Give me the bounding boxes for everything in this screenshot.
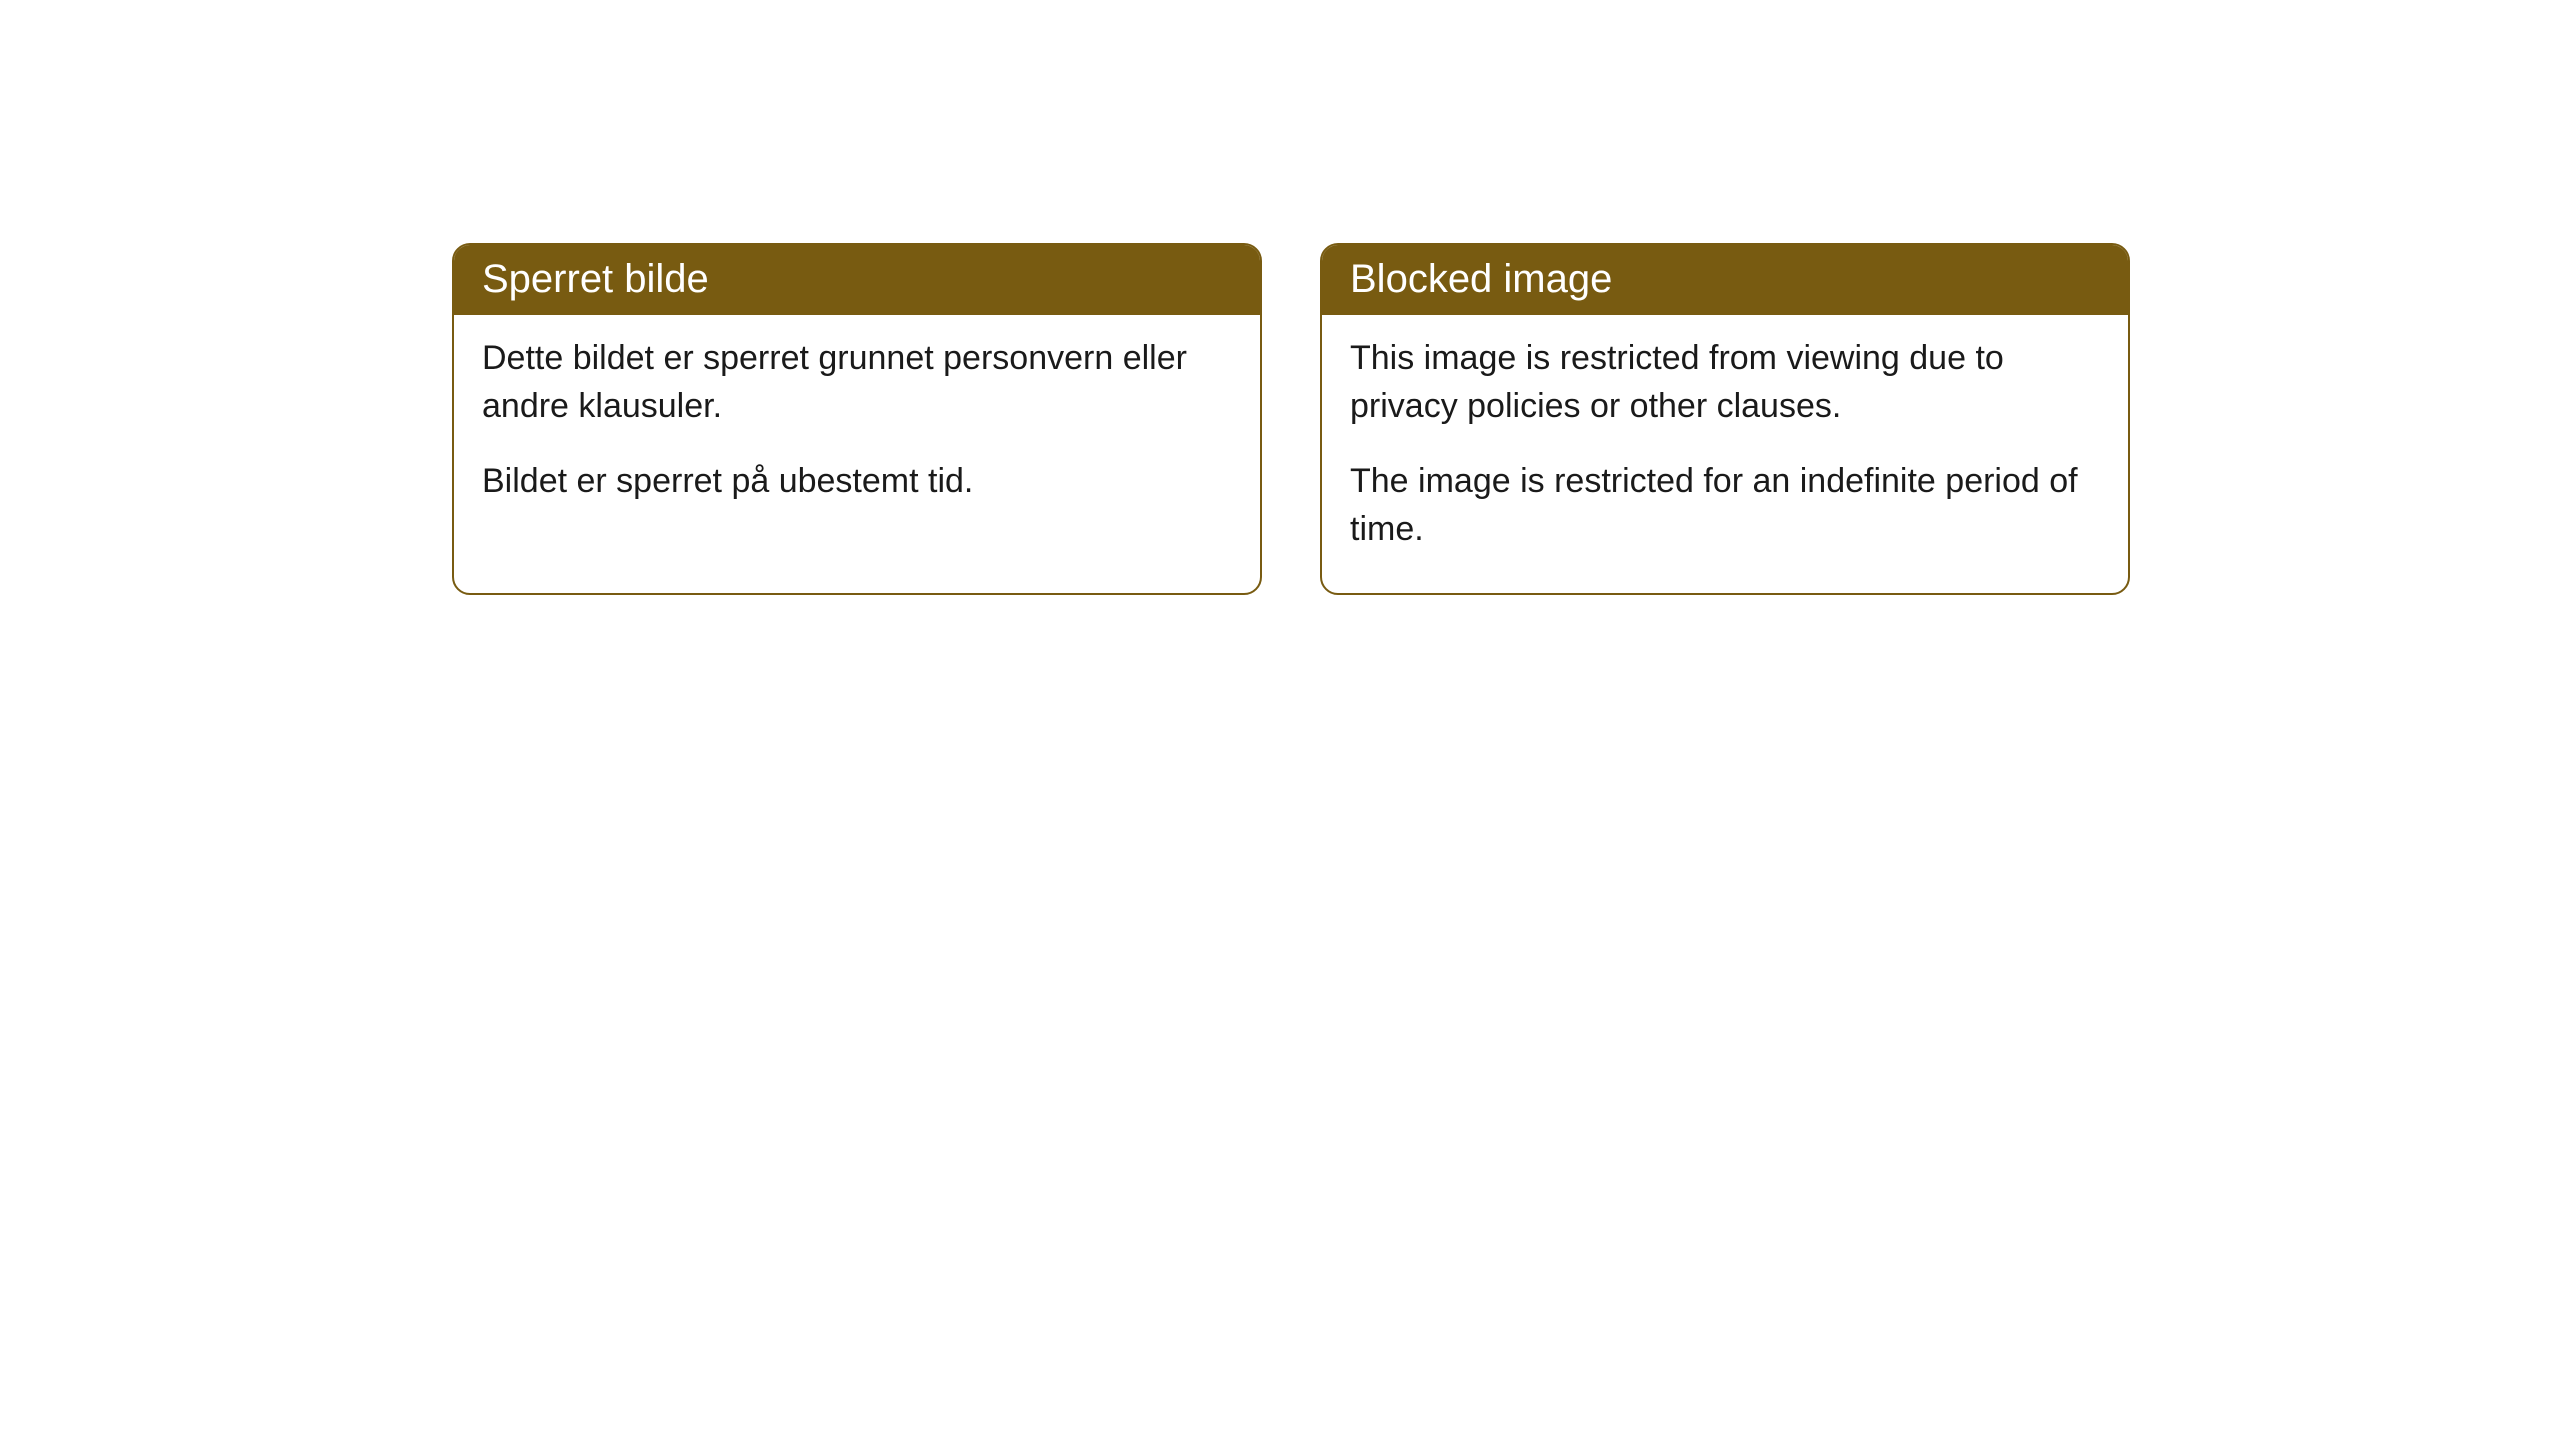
card-paragraph: Dette bildet er sperret grunnet personve… bbox=[482, 335, 1232, 430]
notice-cards-container: Sperret bilde Dette bildet er sperret gr… bbox=[452, 243, 2130, 595]
card-title: Blocked image bbox=[1350, 257, 1612, 301]
card-header: Sperret bilde bbox=[454, 245, 1260, 315]
card-paragraph: Bildet er sperret på ubestemt tid. bbox=[482, 458, 1232, 506]
card-paragraph: This image is restricted from viewing du… bbox=[1350, 335, 2100, 430]
card-body: This image is restricted from viewing du… bbox=[1322, 315, 2128, 593]
card-header: Blocked image bbox=[1322, 245, 2128, 315]
notice-card-english: Blocked image This image is restricted f… bbox=[1320, 243, 2130, 595]
notice-card-norwegian: Sperret bilde Dette bildet er sperret gr… bbox=[452, 243, 1262, 595]
card-body: Dette bildet er sperret grunnet personve… bbox=[454, 315, 1260, 546]
card-paragraph: The image is restricted for an indefinit… bbox=[1350, 458, 2100, 553]
card-title: Sperret bilde bbox=[482, 257, 709, 301]
